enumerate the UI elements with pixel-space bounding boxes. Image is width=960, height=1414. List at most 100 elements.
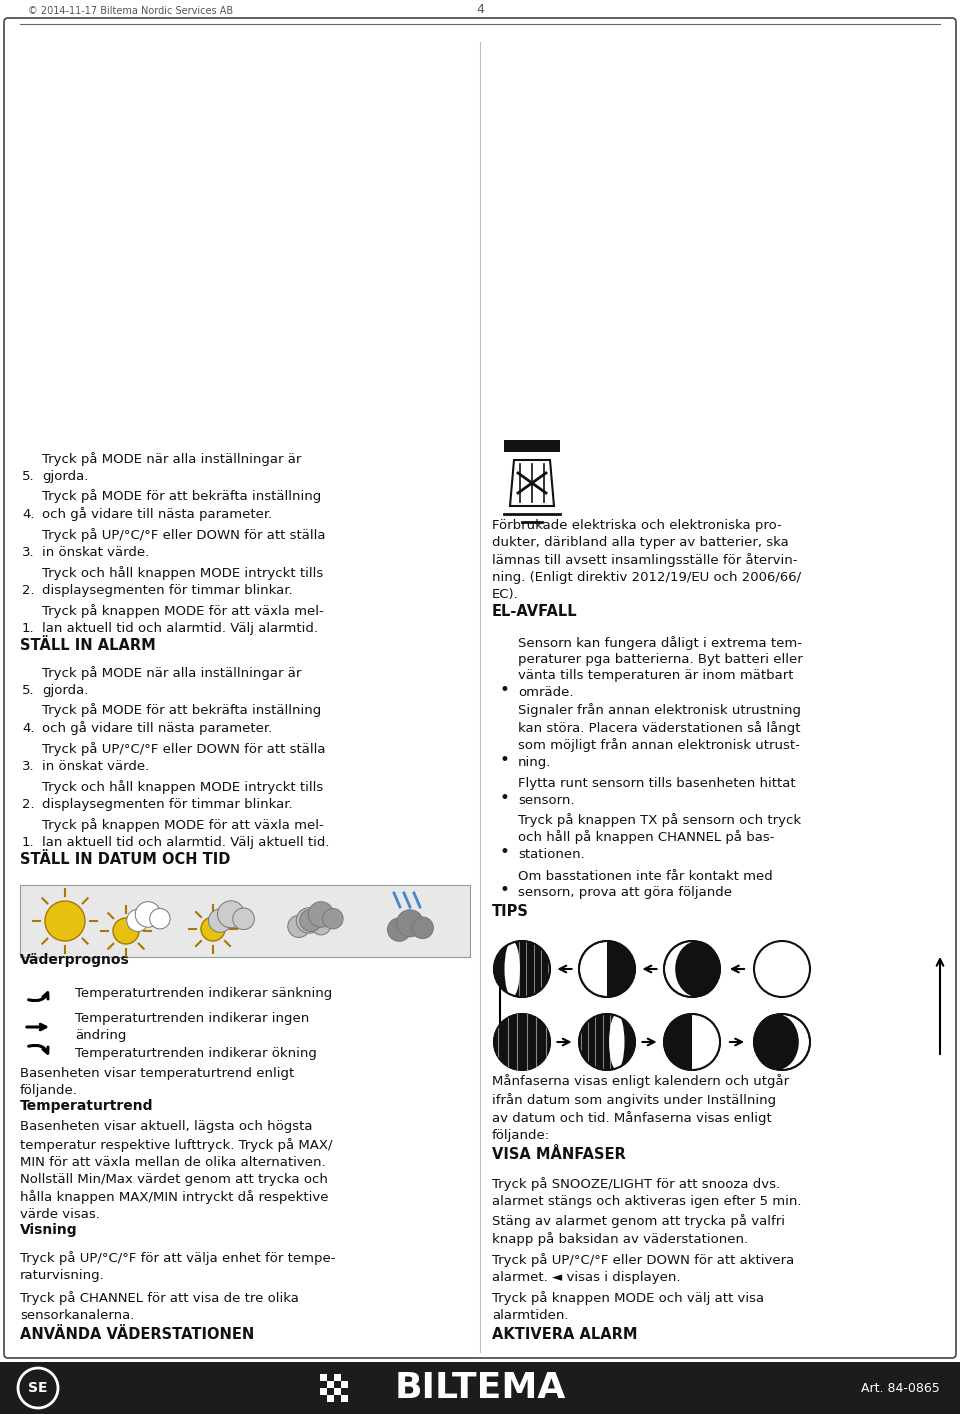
Bar	[327, 1389, 334, 1396]
Circle shape	[754, 1014, 810, 1070]
Bar	[334, 1381, 341, 1389]
Bar	[334, 1389, 341, 1396]
Text: Tryck på MODE för att bekräfta inställning
och gå vidare till nästa parameter.: Tryck på MODE för att bekräfta inställni…	[42, 703, 322, 735]
Text: Tryck på knappen TX på sensorn och tryck
och håll på knappen CHANNEL på bas-
sta: Tryck på knappen TX på sensorn och tryck…	[518, 813, 802, 861]
Text: 5.: 5.	[22, 469, 35, 484]
Ellipse shape	[675, 940, 720, 997]
Text: Temperaturtrenden indikerar ökning: Temperaturtrenden indikerar ökning	[75, 1046, 317, 1059]
Text: BILTEMA: BILTEMA	[395, 1372, 565, 1406]
Text: Tryck på UP/°C/°F eller DOWN för att ställa
in önskat värde.: Tryck på UP/°C/°F eller DOWN för att stä…	[42, 742, 325, 773]
Text: AKTIVERA ALARM: AKTIVERA ALARM	[492, 1326, 637, 1342]
Text: TIPS: TIPS	[492, 904, 529, 919]
Text: Om basstationen inte får kontakt med
sensorn, prova att göra följande: Om basstationen inte får kontakt med sen…	[518, 870, 773, 899]
Circle shape	[754, 940, 810, 997]
Text: Tryck på MODE när alla inställningar är
gjorda.: Tryck på MODE när alla inställningar är …	[42, 666, 301, 697]
Text: Tryck på MODE för att bekräfta inställning
och gå vidare till nästa parameter.: Tryck på MODE för att bekräfta inställni…	[42, 489, 322, 520]
Text: 4.: 4.	[22, 508, 35, 520]
Text: Månfaserna visas enligt kalendern och utgår
ifrån datum som angivits under Instä: Månfaserna visas enligt kalendern och ut…	[492, 1075, 789, 1143]
Bar	[334, 1396, 341, 1403]
Ellipse shape	[609, 1014, 625, 1070]
Text: 1.: 1.	[22, 622, 35, 635]
Text: Väderprognos: Väderprognos	[20, 953, 130, 967]
Text: Basenheten visar aktuell, lägsta och högsta
temperatur respektive lufttryck. Try: Basenheten visar aktuell, lägsta och hög…	[20, 1120, 332, 1222]
Text: ANVÄNDA VÄDERSTATIONEN: ANVÄNDA VÄDERSTATIONEN	[20, 1326, 254, 1342]
Text: •: •	[500, 881, 510, 899]
Text: Tryck och håll knappen MODE intryckt tills
displaysegmenten för timmar blinkar.: Tryck och håll knappen MODE intryckt til…	[42, 567, 324, 597]
Bar	[341, 1381, 348, 1389]
Bar	[320, 1389, 327, 1396]
Circle shape	[388, 918, 411, 942]
Circle shape	[664, 940, 720, 997]
Text: Temperaturtrenden indikerar sänkning: Temperaturtrenden indikerar sänkning	[75, 987, 332, 1000]
Text: Basenheten visar temperaturtrend enligt
följande.: Basenheten visar temperaturtrend enligt …	[20, 1068, 295, 1097]
Text: 3.: 3.	[22, 759, 35, 773]
Text: Förbrukade elektriska och elektroniska pro-
dukter, däribland alla typer av batt: Förbrukade elektriska och elektroniska p…	[492, 519, 802, 601]
Text: © 2014-11-17 Biltema Nordic Services AB: © 2014-11-17 Biltema Nordic Services AB	[28, 6, 233, 16]
Circle shape	[323, 909, 343, 929]
Circle shape	[232, 908, 254, 929]
Circle shape	[664, 1014, 720, 1070]
Text: STÄLL IN ALARM: STÄLL IN ALARM	[20, 638, 156, 653]
Circle shape	[18, 1367, 58, 1408]
Text: EL-AVFALL: EL-AVFALL	[492, 604, 578, 619]
Text: Tryck på knappen MODE för att växla mel-
lan aktuell tid och alarmtid. Välj aktu: Tryck på knappen MODE för att växla mel-…	[42, 819, 329, 848]
Text: Temperaturtrenden indikerar ingen
ändring: Temperaturtrenden indikerar ingen ändrin…	[75, 1012, 309, 1042]
Ellipse shape	[505, 940, 520, 997]
Bar	[341, 1374, 348, 1381]
Text: Tryck på CHANNEL för att visa de tre olika
sensorkanalerna.: Tryck på CHANNEL för att visa de tre oli…	[20, 1291, 299, 1322]
Text: 2.: 2.	[22, 584, 35, 597]
Text: 4: 4	[476, 3, 484, 16]
Circle shape	[412, 918, 433, 939]
Circle shape	[113, 918, 139, 945]
Circle shape	[297, 908, 322, 933]
Text: 1.: 1.	[22, 836, 35, 848]
Bar	[320, 1396, 327, 1403]
Text: Tryck på UP/°C/°F eller DOWN för att ställa
in önskat värde.: Tryck på UP/°C/°F eller DOWN för att stä…	[42, 529, 325, 559]
Bar	[320, 1381, 327, 1389]
Circle shape	[396, 909, 423, 937]
Circle shape	[201, 918, 225, 940]
Bar	[327, 1381, 334, 1389]
Bar	[504, 440, 560, 452]
Circle shape	[579, 940, 635, 997]
Bar	[341, 1396, 348, 1403]
Ellipse shape	[754, 1014, 799, 1070]
Text: Tryck på knappen MODE för att växla mel-
lan aktuell tid och alarmtid. Välj alar: Tryck på knappen MODE för att växla mel-…	[42, 605, 324, 635]
Text: Tryck på MODE när alla inställningar är
gjorda.: Tryck på MODE när alla inställningar är …	[42, 452, 301, 484]
Text: Tryck på SNOOZE/LIGHT för att snooza dvs.
alarmet stängs och aktiveras igen efte: Tryck på SNOOZE/LIGHT för att snooza dvs…	[492, 1176, 802, 1208]
Wedge shape	[692, 1014, 720, 1070]
Text: 2.: 2.	[22, 797, 35, 812]
Text: Stäng av alarmet genom att trycka på valfri
knapp på baksidan av väderstationen.: Stäng av alarmet genom att trycka på val…	[492, 1213, 785, 1246]
Text: 3.: 3.	[22, 546, 35, 559]
Text: •: •	[500, 751, 510, 769]
Text: STÄLL IN DATUM OCH TID: STÄLL IN DATUM OCH TID	[20, 853, 230, 867]
Circle shape	[494, 1014, 550, 1070]
Circle shape	[218, 901, 245, 928]
Text: •: •	[500, 682, 510, 699]
Circle shape	[135, 902, 160, 928]
Circle shape	[494, 940, 550, 997]
Text: •: •	[500, 843, 510, 861]
Text: 4.: 4.	[22, 723, 35, 735]
Text: Flytta runt sensorn tills basenheten hittat
sensorn.: Flytta runt sensorn tills basenheten hit…	[518, 778, 796, 807]
Text: Tryck och håll knappen MODE intryckt tills
displaysegmenten för timmar blinkar.: Tryck och håll knappen MODE intryckt til…	[42, 781, 324, 812]
Text: Tryck på UP/°C/°F eller DOWN för att aktivera
alarmet. ◄ visas i displayen.: Tryck på UP/°C/°F eller DOWN för att akt…	[492, 1253, 794, 1284]
Circle shape	[579, 1014, 635, 1070]
Circle shape	[150, 909, 170, 929]
Bar	[327, 1396, 334, 1403]
Circle shape	[208, 909, 232, 932]
Wedge shape	[607, 940, 635, 997]
Bar	[0, 1362, 960, 1414]
Bar	[334, 1374, 341, 1381]
Text: Tryck på UP/°C/°F för att välja enhet för tempe-
raturvisning.: Tryck på UP/°C/°F för att välja enhet fö…	[20, 1251, 335, 1282]
Circle shape	[45, 901, 85, 940]
Text: 5.: 5.	[22, 684, 35, 697]
Text: VISA MÅNFASER: VISA MÅNFASER	[492, 1147, 626, 1162]
Bar	[341, 1389, 348, 1396]
Text: Temperaturtrend: Temperaturtrend	[20, 1099, 154, 1113]
Text: Visning: Visning	[20, 1223, 78, 1237]
Circle shape	[288, 915, 310, 937]
Circle shape	[308, 902, 334, 928]
Text: •: •	[500, 789, 510, 807]
Text: Sensorn kan fungera dåligt i extrema tem-
peraturer pga batterierna. Byt batteri: Sensorn kan fungera dåligt i extrema tem…	[518, 635, 803, 699]
